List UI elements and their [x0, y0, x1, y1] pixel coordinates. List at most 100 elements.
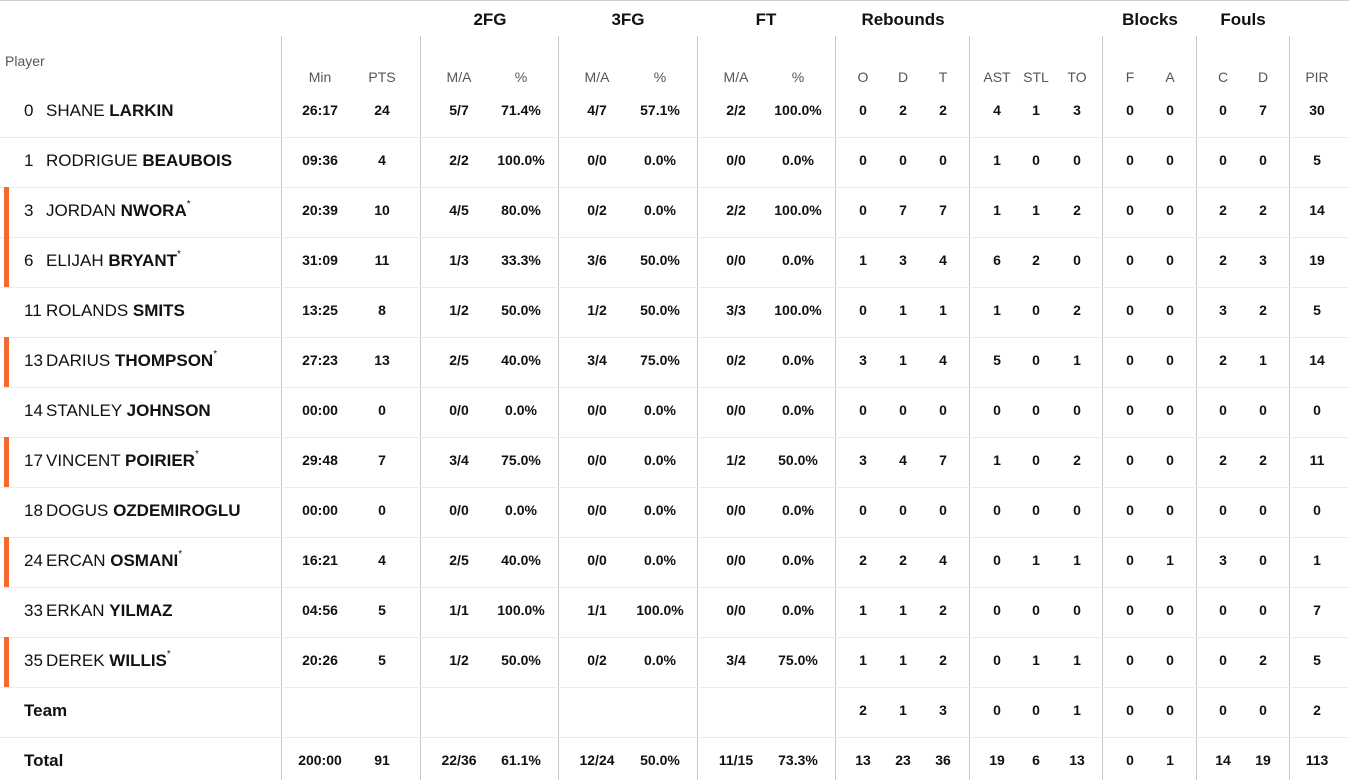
player-name[interactable]: 6 ELIJAH BRYANT* — [24, 249, 181, 271]
stat-cell: 24 — [374, 102, 390, 118]
stat-cell: 0 — [1073, 252, 1081, 268]
column-header[interactable]: Min — [308, 69, 332, 85]
column-header[interactable]: AST — [983, 69, 1011, 85]
stat-cell: 1 — [1032, 552, 1040, 568]
player-name[interactable]: 0 SHANE LARKIN — [24, 101, 174, 121]
starter-asterisk: * — [178, 549, 183, 560]
stat-cell: 20:39 — [302, 202, 338, 218]
player-name[interactable]: 35 DEREK WILLIS* — [24, 649, 171, 671]
group-header-fouls: Fouls — [1220, 10, 1266, 29]
stat-cell: 0 — [1032, 402, 1040, 418]
stat-cell: 0/0 — [449, 502, 469, 518]
stat-cell: 0 — [1166, 402, 1174, 418]
stat-cell: 1 — [1313, 552, 1321, 568]
stat-cell: 14 — [1215, 752, 1231, 768]
column-header[interactable]: % — [653, 69, 667, 85]
row-divider — [0, 337, 1349, 338]
player-name[interactable]: 14 STANLEY JOHNSON — [24, 401, 211, 421]
column-header[interactable]: F — [1125, 69, 1135, 85]
stat-cell: 1 — [859, 652, 867, 668]
column-header[interactable]: PIR — [1305, 69, 1329, 85]
stat-cell: 0 — [939, 502, 947, 518]
player-name[interactable]: 24 ERCAN OSMANI* — [24, 549, 183, 571]
column-header[interactable]: M/A — [446, 69, 472, 85]
stat-cell: 36 — [935, 752, 951, 768]
stat-cell: 7 — [378, 452, 386, 468]
column-divider — [697, 36, 698, 780]
player-name[interactable]: 18 DOGUS OZDEMIROGLU — [24, 501, 241, 521]
stat-cell: 0 — [378, 502, 386, 518]
stat-cell: 0 — [1126, 702, 1134, 718]
starter-asterisk: * — [213, 349, 218, 360]
stat-cell: 0 — [859, 202, 867, 218]
jersey-number: 1 — [24, 151, 34, 170]
column-header[interactable]: A — [1165, 69, 1175, 85]
column-header[interactable]: O — [857, 69, 869, 85]
stat-cell: 0 — [1073, 502, 1081, 518]
stat-cell: 0/0 — [587, 402, 607, 418]
stat-cell: 1 — [899, 352, 907, 368]
stat-cell: 8 — [378, 302, 386, 318]
stat-cell: 0/0 — [587, 552, 607, 568]
column-header[interactable]: T — [938, 69, 948, 85]
column-divider — [281, 36, 282, 780]
stat-cell: 61.1% — [501, 752, 541, 768]
stat-cell: 2/2 — [726, 102, 746, 118]
stat-cell: 1 — [1032, 652, 1040, 668]
column-header[interactable]: % — [791, 69, 805, 85]
column-header[interactable]: C — [1217, 69, 1229, 85]
row-divider — [0, 487, 1349, 488]
player-name[interactable]: 1 RODRIGUE BEAUBOIS — [24, 151, 232, 171]
first-name: ROLANDS — [46, 301, 133, 320]
stat-cell: 3/4 — [726, 652, 746, 668]
last-name: NWORA — [120, 201, 187, 220]
stat-cell: 0 — [939, 152, 947, 168]
stat-cell: 0 — [1259, 552, 1267, 568]
column-header[interactable]: STL — [1023, 69, 1049, 85]
stat-cell: 2/2 — [449, 152, 469, 168]
stat-cell: 1 — [859, 602, 867, 618]
column-header[interactable]: % — [514, 69, 528, 85]
stat-cell: 2 — [899, 102, 907, 118]
stat-cell: 1/3 — [449, 252, 469, 268]
player-name[interactable]: 33 ERKAN YILMAZ — [24, 601, 173, 621]
starter-marker — [4, 437, 9, 487]
stat-cell: 1 — [1073, 552, 1081, 568]
stat-cell: 0 — [1126, 752, 1134, 768]
column-header[interactable]: TO — [1067, 69, 1087, 85]
stat-cell: 30 — [1309, 102, 1325, 118]
player-name[interactable]: 17 VINCENT POIRIER* — [24, 449, 199, 471]
stat-cell: 0 — [1166, 352, 1174, 368]
column-header[interactable]: PTS — [368, 69, 396, 85]
stat-cell: 0 — [1166, 152, 1174, 168]
column-header[interactable]: M/A — [723, 69, 749, 85]
player-name[interactable]: 3 JORDAN NWORA* — [24, 199, 191, 221]
stat-cell: 40.0% — [501, 352, 541, 368]
stat-cell: 4/5 — [449, 202, 469, 218]
stat-cell: 5 — [993, 352, 1001, 368]
stat-cell: 11 — [1309, 452, 1325, 468]
player-name[interactable]: 11 ROLANDS SMITS — [24, 301, 185, 321]
stat-cell: 4 — [899, 452, 907, 468]
stat-cell: 2 — [1219, 252, 1227, 268]
stat-cell: 50.0% — [640, 752, 680, 768]
player-name[interactable]: 13 DARIUS THOMPSON* — [24, 349, 218, 371]
column-header[interactable]: D — [897, 69, 909, 85]
stat-cell: 1 — [1073, 652, 1081, 668]
starter-marker — [4, 237, 9, 287]
first-name: ELIJAH — [46, 251, 109, 270]
stat-cell: 1 — [859, 252, 867, 268]
column-header[interactable]: M/A — [584, 69, 610, 85]
column-header[interactable]: D — [1257, 69, 1269, 85]
jersey-number: 24 — [24, 551, 43, 570]
stat-cell: 0 — [1166, 202, 1174, 218]
starter-marker — [4, 337, 9, 387]
stat-cell: 22/36 — [441, 752, 477, 768]
stat-cell: 2/5 — [449, 352, 469, 368]
stat-cell: 0.0% — [644, 652, 676, 668]
stat-cell: 0/2 — [587, 202, 607, 218]
jersey-number: 6 — [24, 251, 34, 270]
stat-cell: 0 — [1259, 402, 1267, 418]
first-name: ERKAN — [46, 601, 110, 620]
table-top-border — [0, 0, 1349, 1]
